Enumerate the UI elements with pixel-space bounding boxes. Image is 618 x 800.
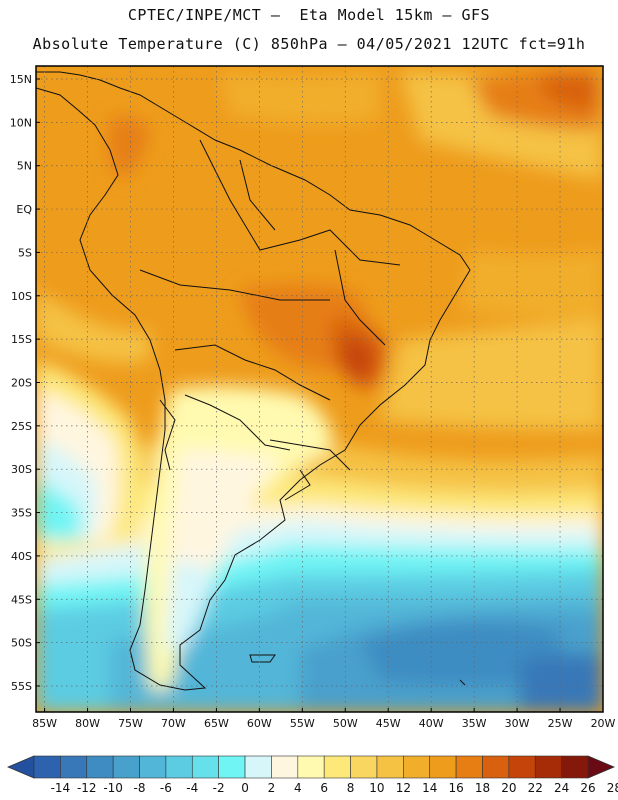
colorbar-swatch (323, 755, 351, 779)
title-line-2: Absolute Temperature (C) 850hPa – 04/05/… (32, 35, 586, 53)
lon-tick-label: 65W (204, 717, 229, 730)
lat-tick-label: 10S (11, 290, 32, 303)
colorbar-swatch (508, 755, 536, 779)
lat-tick-label: 25S (11, 420, 32, 433)
colorbar-swatch (165, 755, 193, 779)
colorbar-swatch (271, 755, 299, 779)
lat-tick-label: 50S (11, 637, 32, 650)
colorbar-swatch (376, 755, 404, 779)
colorbar-swatch (350, 755, 378, 779)
latitude-labels: 15N 10N 5N EQ 5S 10S 15S 20S 25S 30S 35S 40S 45S 50S 5… (10, 73, 40, 693)
lon-tick-label: 35W (462, 717, 487, 730)
longitude-labels: 85W 80W 75W 70W 65W 60W 55W 50W 45W 40W 35W 30W 25W 2… (32, 708, 616, 730)
colorbar-swatch (112, 755, 140, 779)
lon-tick-label: 75W (118, 717, 143, 730)
lat-tick-label: 40S (11, 550, 32, 563)
colorbar-tick-label: 26 (580, 781, 595, 795)
colorbar-tick-label: -12 (77, 781, 97, 795)
temperature-field (36, 66, 603, 712)
lat-tick-label: 35S (11, 507, 32, 520)
lon-tick-label: 80W (75, 717, 100, 730)
lat-tick-label: 55S (11, 680, 32, 693)
colorbar-swatch (191, 755, 219, 779)
colorbar-tick-label: 10 (369, 781, 384, 795)
colorbar-swatch (244, 755, 272, 779)
colorbar-tick-label: 24 (554, 781, 569, 795)
colorbar-tick-label: -2 (213, 781, 225, 795)
colorbar-tick-label: 6 (320, 781, 328, 795)
lon-tick-label: 25W (548, 717, 573, 730)
colorbar-tick-label: 2 (268, 781, 276, 795)
colorbar-labels: -14 -12 -10 -8 -6 -4 -2 0 2 4 6 8 10 12 14 16 18 20 22 24 26… (51, 781, 618, 795)
lat-tick-label: 15S (11, 333, 32, 346)
colorbar-tick-label: 14 (422, 781, 437, 795)
map-frame (35, 65, 604, 713)
lon-tick-label: 45W (376, 717, 401, 730)
lon-tick-label: 55W (290, 717, 315, 730)
lon-tick-label: 60W (247, 717, 272, 730)
colorbar-min-arrow (6, 755, 35, 779)
lon-tick-label: 20W (591, 717, 616, 730)
lat-tick-label: 20S (11, 376, 32, 389)
colorbar-swatch (297, 755, 325, 779)
coastline-overlay (36, 71, 471, 691)
colorbar-swatch (482, 755, 510, 779)
colorbar-tick-label: 22 (528, 781, 543, 795)
lat-tick-label: 45S (11, 593, 32, 606)
colorbar-tick-label: 8 (347, 781, 355, 795)
colorbar-swatch (455, 755, 483, 779)
lat-tick-label: 5N (17, 160, 32, 173)
colorbar-tick-label: 18 (475, 781, 490, 795)
lon-tick-label: 70W (161, 717, 186, 730)
colorbar-swatch (139, 755, 167, 779)
colorbar-swatch (429, 755, 457, 779)
colorbar-tick-label: -14 (51, 781, 71, 795)
colorbar-swatch (60, 755, 88, 779)
colorbar-swatch (534, 755, 562, 779)
colorbar-tick-label: -8 (134, 781, 146, 795)
colorbar-swatch (561, 755, 589, 779)
colorbar-tick-label: -4 (186, 781, 198, 795)
colorbar-tick-label: 16 (448, 781, 463, 795)
lat-tick-label: 10N (10, 116, 32, 129)
colorbar-tick-label: 12 (396, 781, 411, 795)
lon-tick-label: 30W (505, 717, 530, 730)
colorbar-tick-label: 20 (501, 781, 516, 795)
lat-tick-label: 5S (18, 246, 32, 259)
colorbar (6, 755, 616, 779)
colorbar-tick-label: -10 (103, 781, 123, 795)
colorbar-max-arrow (587, 755, 616, 779)
colorbar-tick-label: -6 (160, 781, 172, 795)
lon-tick-label: 50W (333, 717, 358, 730)
colorbar-tick-label: 28 (607, 781, 618, 795)
lon-tick-label: 40W (419, 717, 444, 730)
colorbar-swatch (218, 755, 246, 779)
lon-tick-label: 85W (32, 717, 57, 730)
lat-tick-label: EQ (16, 203, 32, 216)
colorbar-swatch (403, 755, 431, 779)
lat-tick-label: 30S (11, 463, 32, 476)
colorbar-swatch (33, 755, 61, 779)
lat-tick-label: 15N (10, 73, 32, 86)
colorbar-swatch (86, 755, 114, 779)
colorbar-tick-label: 0 (241, 781, 249, 795)
title-line-1: CPTEC/INPE/MCT – Eta Model 15km – GFS (127, 6, 491, 24)
colorbar-tick-label: 4 (294, 781, 302, 795)
